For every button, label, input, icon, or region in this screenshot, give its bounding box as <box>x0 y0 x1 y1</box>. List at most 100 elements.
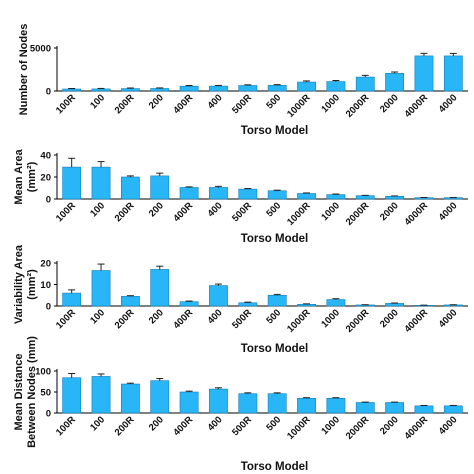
bar <box>326 397 346 414</box>
bar <box>326 194 346 200</box>
x-tick-label: 4000R <box>403 414 431 442</box>
bar <box>179 187 199 200</box>
bar <box>267 190 287 200</box>
bar <box>179 301 199 307</box>
x-axis-label: Torso Model <box>241 461 309 473</box>
x-tick-label: 2000 <box>378 200 401 223</box>
x-tick-label: 500R <box>230 414 254 438</box>
x-tick-label: 2000R <box>344 92 372 120</box>
x-tick-label: 100R <box>54 92 78 116</box>
x-tick-label: 1000R <box>285 92 313 120</box>
bar <box>209 285 228 307</box>
y-tick-label: 0 <box>46 302 51 313</box>
bar <box>385 195 405 200</box>
x-tick-label: 400 <box>206 414 225 433</box>
bar <box>120 383 140 414</box>
bar <box>238 393 258 414</box>
x-tick-label: 100R <box>54 414 78 438</box>
x-tick-label: 200 <box>147 200 166 219</box>
y-axis-label: Variability Area <box>13 244 25 324</box>
x-tick-label: 400 <box>206 92 225 111</box>
bar <box>150 175 170 200</box>
x-tick-label: 400 <box>206 200 225 219</box>
x-tick-label: 500R <box>230 200 254 224</box>
bar <box>150 88 170 92</box>
bar <box>91 270 111 307</box>
x-tick-label: 500 <box>264 307 283 326</box>
bar <box>355 402 375 414</box>
bar <box>385 303 405 307</box>
x-tick-label: 200 <box>147 92 166 111</box>
bar <box>91 376 111 414</box>
bar <box>120 296 140 307</box>
bar <box>297 81 316 92</box>
x-tick-label: 2000R <box>344 414 372 442</box>
x-tick-label: 4000 <box>437 307 460 330</box>
x-axis-label: Torso Model <box>241 343 309 355</box>
y-axis-label: Between Nodes (mm) <box>26 336 38 448</box>
x-tick-label: 200 <box>147 414 166 433</box>
y-tick-label: 20 <box>40 173 51 184</box>
x-tick-label: 100 <box>88 92 107 111</box>
x-tick-label: 100 <box>88 200 107 219</box>
bar <box>179 85 199 92</box>
x-tick-label: 4000 <box>437 414 460 437</box>
bar <box>238 85 258 92</box>
x-tick-label: 500R <box>230 307 254 331</box>
bar <box>209 388 228 414</box>
bar <box>238 188 258 200</box>
x-tick-label: 400R <box>171 307 195 331</box>
bar <box>355 195 375 200</box>
bar <box>414 55 434 92</box>
x-tick-label: 1000R <box>285 307 313 335</box>
x-tick-label: 1000R <box>285 200 313 228</box>
bar <box>179 391 199 414</box>
y-tick-label: 5000 <box>30 44 51 55</box>
y-tick-label: 0 <box>46 87 51 98</box>
y-tick-label: 40 <box>40 151 51 162</box>
bar <box>238 302 258 307</box>
x-tick-label: 2000R <box>344 200 372 228</box>
y-axis-label: Mean Area <box>13 149 25 205</box>
bar <box>91 88 111 92</box>
bar <box>62 88 82 92</box>
y-axis-label: (mm²) <box>26 161 38 192</box>
bar <box>414 405 434 414</box>
x-tick-label: 2000R <box>344 307 372 335</box>
y-axis-label: (mm²) <box>26 269 38 300</box>
x-tick-label: 400R <box>171 414 195 438</box>
bar <box>385 72 405 92</box>
x-tick-label: 500 <box>264 200 283 219</box>
x-tick-label: 4000R <box>403 92 431 120</box>
x-tick-label: 1000 <box>319 414 342 437</box>
bar <box>355 76 375 92</box>
x-tick-label: 400 <box>206 307 225 326</box>
y-tick-label: 20 <box>40 259 51 270</box>
x-tick-label: 1000 <box>319 200 342 223</box>
x-tick-label: 500 <box>264 414 283 433</box>
bar <box>62 166 82 200</box>
y-axis-label: Mean Distance <box>13 353 25 430</box>
x-tick-label: 1000 <box>319 92 342 115</box>
bar <box>267 393 287 414</box>
x-tick-label: 2000 <box>378 414 401 437</box>
bar <box>120 176 140 200</box>
x-tick-label: 400R <box>171 92 195 116</box>
bar <box>443 55 463 92</box>
bar <box>326 299 346 307</box>
bar <box>326 81 346 92</box>
x-tick-label: 200 <box>147 307 166 326</box>
x-tick-label: 400R <box>171 200 195 224</box>
y-tick-label: 0 <box>46 195 51 206</box>
bar <box>209 187 228 200</box>
bar <box>150 269 170 307</box>
bar <box>150 380 170 414</box>
x-tick-label: 1000 <box>319 307 342 330</box>
bar <box>297 303 316 307</box>
x-tick-label: 200R <box>113 307 137 331</box>
bar <box>209 85 228 92</box>
bar <box>297 397 316 414</box>
bar <box>443 405 463 414</box>
x-axis-label: Torso Model <box>241 125 309 137</box>
